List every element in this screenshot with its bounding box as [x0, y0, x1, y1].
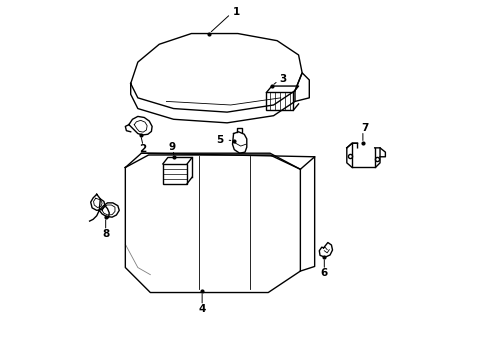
Text: 5: 5	[216, 135, 223, 145]
Text: 6: 6	[320, 268, 328, 278]
Text: 1: 1	[232, 7, 240, 17]
Text: 8: 8	[102, 229, 109, 239]
Text: 9: 9	[168, 142, 175, 152]
Bar	[267, 93, 293, 111]
Text: 4: 4	[198, 303, 206, 314]
Bar	[163, 164, 187, 184]
Text: 3: 3	[279, 74, 287, 84]
Text: 7: 7	[361, 123, 368, 133]
Text: 2: 2	[140, 144, 147, 154]
